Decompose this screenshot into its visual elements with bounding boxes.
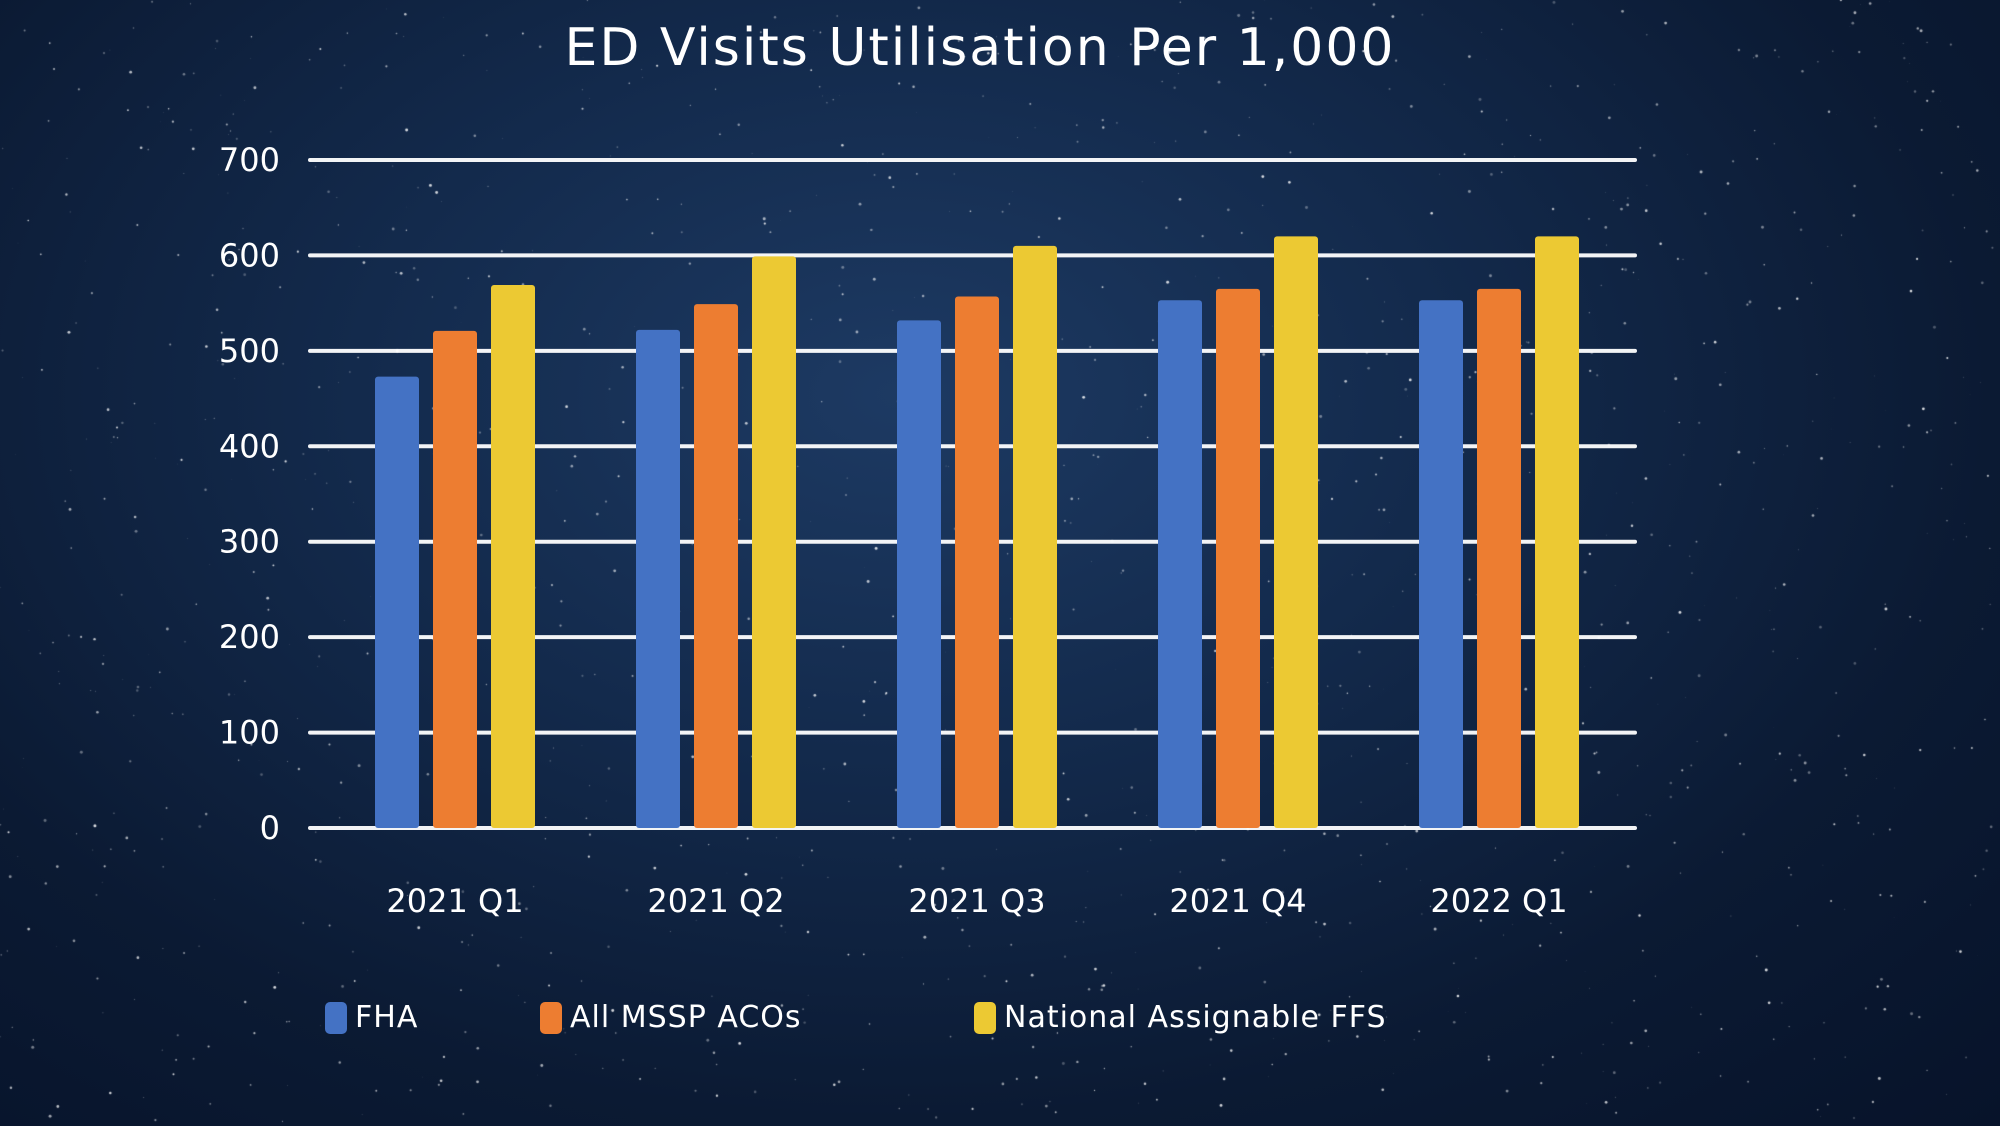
legend: FHA All MSSP ACOs National Assignable FF… <box>0 1000 2000 1050</box>
legend-swatch-national-assignable-ffs <box>974 1001 996 1034</box>
y-axis-ticks: 0 100 200 300 400 500 600 700 <box>219 141 280 847</box>
y-tick-label: 300 <box>219 523 280 561</box>
bar-all-mssp-acos-2021-q2 <box>694 304 738 828</box>
bar-all-mssp-acos-2021-q3 <box>955 296 999 828</box>
bar-all-mssp-acos-2021-q4 <box>1216 288 1260 828</box>
legend-item-national-assignable-ffs: National Assignable FFS <box>974 1000 1387 1035</box>
x-tick-label: 2022 Q1 <box>1430 882 1567 920</box>
legend-swatch-fha <box>325 1001 347 1034</box>
y-tick-label: 400 <box>219 427 280 465</box>
bar-national-assignable-ffs-2021-q4 <box>1274 236 1318 829</box>
bar-fha-2022-q1 <box>1419 300 1463 828</box>
bar-national-assignable-ffs-2022-q1 <box>1535 236 1579 829</box>
legend-label-all-mssp-acos: All MSSP ACOs <box>570 1000 802 1035</box>
y-tick-label: 600 <box>219 236 280 274</box>
bar-all-mssp-acos-2021-q1 <box>433 330 477 828</box>
y-tick-label: 100 <box>219 714 280 752</box>
y-tick-label: 200 <box>219 618 280 656</box>
y-tick-label: 0 <box>260 809 280 847</box>
y-tick-label: 500 <box>219 332 280 370</box>
bar-national-assignable-ffs-2021-q2 <box>752 256 796 829</box>
x-tick-label: 2021 Q4 <box>1169 882 1306 920</box>
x-axis-ticks: 2021 Q1 2021 Q2 2021 Q3 2021 Q4 2022 Q1 <box>386 882 1567 920</box>
legend-swatch-all-mssp-acos <box>540 1001 562 1034</box>
legend-item-fha: FHA <box>325 1000 418 1035</box>
bars <box>375 236 1579 829</box>
bar-national-assignable-ffs-2021-q1 <box>491 285 535 828</box>
x-tick-label: 2021 Q3 <box>908 882 1045 920</box>
bar-fha-2021-q2 <box>636 329 680 828</box>
bar-national-assignable-ffs-2021-q3 <box>1013 245 1057 828</box>
x-tick-label: 2021 Q1 <box>386 882 523 920</box>
legend-label-fha: FHA <box>355 1000 419 1035</box>
bar-fha-2021-q4 <box>1158 300 1202 828</box>
y-tick-label: 700 <box>219 141 280 179</box>
legend-label-national-assignable-ffs: National Assignable FFS <box>1004 1000 1387 1035</box>
x-tick-label: 2021 Q2 <box>647 882 784 920</box>
bar-all-mssp-acos-2022-q1 <box>1477 288 1521 828</box>
bar-fha-2021-q1 <box>375 376 419 828</box>
bar-fha-2021-q3 <box>897 320 941 828</box>
legend-item-all-mssp-acos: All MSSP ACOs <box>540 1000 802 1035</box>
chart-title: ED Visits Utilisation Per 1,000 <box>564 18 1396 78</box>
